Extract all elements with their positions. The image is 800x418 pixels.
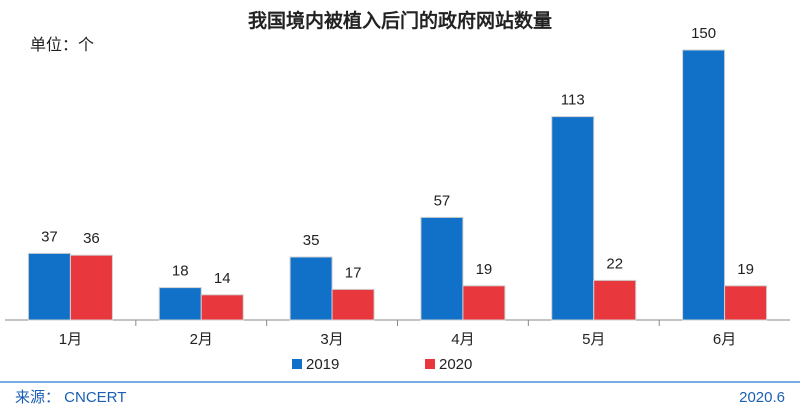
value-label: 57	[434, 192, 451, 209]
bar	[724, 285, 768, 321]
bar	[420, 216, 464, 321]
legend-label: 2020	[439, 356, 472, 373]
value-label: 19	[476, 261, 493, 278]
value-label: 22	[606, 255, 623, 272]
source: 来源： CNCERT	[15, 389, 126, 406]
x-tick-label: 1月	[59, 331, 82, 348]
bar	[593, 279, 637, 321]
value-label: 17	[345, 264, 362, 281]
x-tick-label: 2月	[190, 331, 213, 348]
x-tick-label: 6月	[713, 331, 736, 348]
bar	[200, 294, 244, 321]
value-label: 14	[214, 270, 231, 287]
bar	[27, 252, 71, 321]
legend-swatch	[425, 359, 435, 369]
date: 2020.6	[739, 389, 785, 406]
unit-label: 单位：个	[30, 36, 94, 54]
bar	[462, 285, 506, 321]
value-label: 35	[303, 232, 320, 249]
x-tick-label: 5月	[582, 331, 605, 348]
chart-title: 我国境内被植入后门的政府网站数量	[248, 9, 552, 32]
legend-label: 2019	[306, 356, 339, 373]
value-label: 18	[172, 263, 189, 280]
bar	[682, 49, 726, 321]
bar	[158, 287, 202, 321]
x-tick-label: 4月	[451, 331, 474, 348]
x-tick-label: 3月	[320, 331, 343, 348]
value-label: 113	[561, 92, 585, 109]
bar	[69, 254, 113, 321]
value-label: 36	[83, 230, 100, 247]
value-label: 150	[691, 25, 716, 42]
bar	[289, 256, 333, 321]
legend-swatch	[292, 359, 302, 369]
value-label: 19	[737, 261, 754, 278]
value-label: 37	[41, 228, 58, 245]
bar	[331, 288, 375, 321]
bar	[551, 116, 595, 321]
